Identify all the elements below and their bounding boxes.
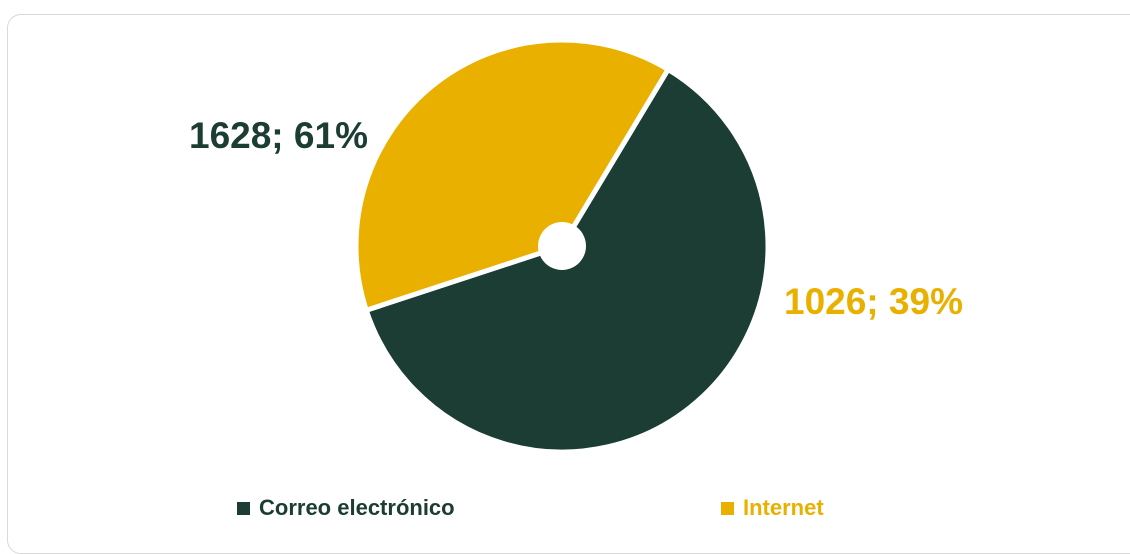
legend-label-correo-electronico: Correo electrónico [259,495,455,520]
donut-hole [538,222,586,270]
legend-item-correo-electronico: Correo electrónico [237,497,455,519]
legend-label-internet: Internet [743,495,824,520]
pie-slice-internet [353,37,671,313]
legend-item-internet: Internet [721,497,824,519]
legend-swatch-correo-electronico [237,501,250,515]
legend-swatch-internet [721,501,734,515]
data-label-internet: 1026; 39% [784,281,963,322]
data-label-correo-electronico: 1628; 61% [189,115,368,156]
pie-chart [353,37,768,452]
